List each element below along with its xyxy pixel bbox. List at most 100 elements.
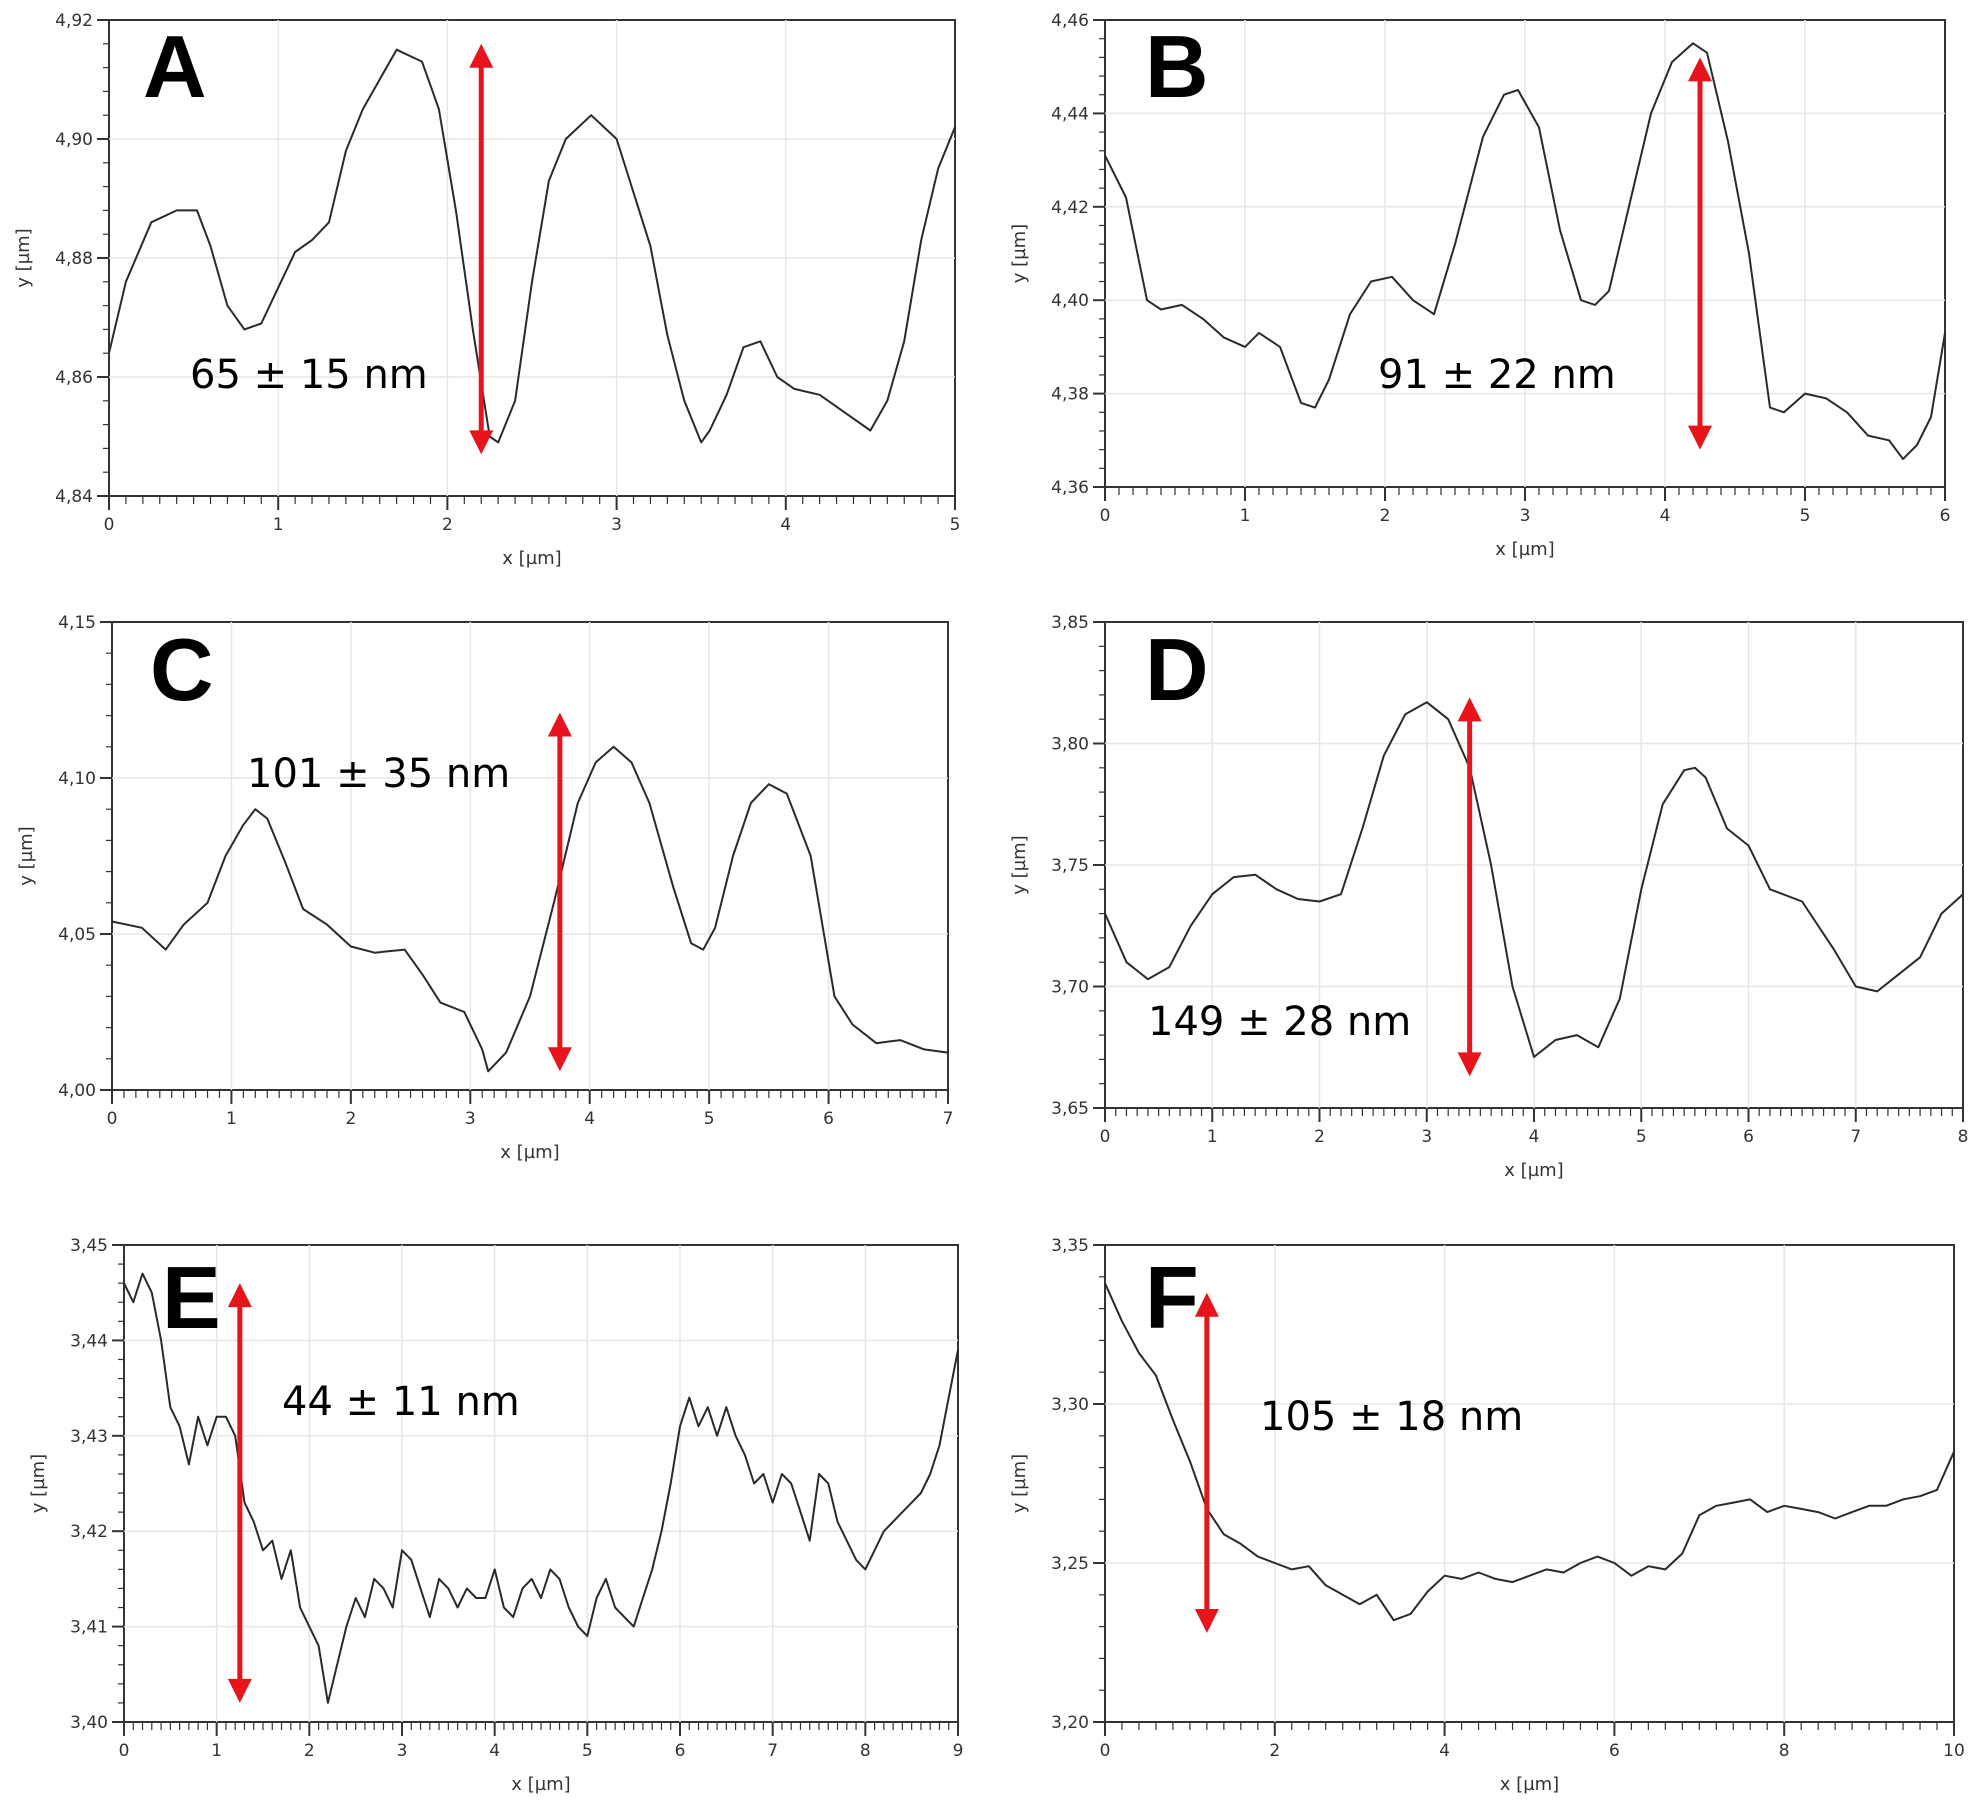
x-tick-label: 8 [1958,1127,1969,1147]
y-tick-label: 4,42 [1051,198,1089,218]
arrow-head-down [1194,1608,1219,1633]
x-tick-label: 7 [767,1741,778,1761]
x-tick-label: 8 [860,1741,871,1761]
arrow-head-up [1688,57,1712,82]
x-axis-label: x [µm] [511,1774,570,1795]
x-tick-label: 1 [273,515,284,535]
y-axis-label: y [µm] [1009,835,1030,894]
plot-area [1104,1244,1955,1723]
panel-e: 0 1 2 3 4 5 6 7 8 9 3,40 3,41 3,42 3,43 3,44 3,45 x [µm]… [28,1236,963,1795]
y-tick-label: 3,70 [1051,978,1089,998]
y-tick-label: 4,86 [55,368,93,388]
x-tick-label: 6 [823,1109,834,1129]
arrow-head-up [227,1283,252,1308]
y-axis-label: y [µm] [28,1454,49,1513]
panel-letter: A [143,17,207,116]
x-tick-label: 8 [1779,1741,1790,1761]
x-tick-label: 2 [1269,1741,1280,1761]
arrow-head-up [469,43,494,68]
arrow-head-down [547,1047,572,1072]
panel-letter: E [162,1248,221,1347]
x-tick-label: 1 [1240,506,1251,526]
y-tick-label: 3,85 [1051,613,1089,633]
x-tick-label: 1 [226,1109,237,1129]
arrow-head-up [1194,1292,1219,1317]
y-tick-label: 3,30 [1051,1395,1089,1415]
x-tick-label: 0 [119,1741,130,1761]
x-tick-label: 2 [345,1109,356,1129]
panel-f: 0 2 4 6 8 10 3,20 3,25 3,30 3,35 x [µm] y [µm] 105 ±… [1009,1236,1965,1795]
y-tick-label: 4,00 [58,1081,96,1101]
panel-d: 0 1 2 3 4 5 6 7 8 3,65 3,70 3,75 3,80 3,85 x [µm] y [µm… [1009,613,1968,1181]
x-tick-label: 4 [1660,506,1671,526]
x-axis-label: x [µm] [1500,1774,1559,1795]
y-tick-label: 3,65 [1051,1099,1089,1119]
y-tick-label: 4,88 [55,249,93,269]
x-tick-label: 5 [582,1741,593,1761]
x-tick-label: 3 [397,1741,408,1761]
y-tick-label: 3,45 [70,1236,108,1256]
panel-letter: C [150,620,214,719]
x-tick-label: 2 [1314,1127,1325,1147]
y-tick-label: 4,10 [58,769,96,789]
x-tick-label: 3 [1520,506,1531,526]
y-tick-label: 4,36 [1051,478,1089,498]
y-tick-label: 4,15 [58,613,96,633]
x-tick-label: 4 [780,515,791,535]
panel-b: 0 1 2 3 4 5 6 4,36 4,38 4,40 4,42 4,44 4,46 x [µm] y [… [1009,11,1950,560]
y-tick-label: 3,20 [1051,1713,1089,1733]
x-axis-label: x [µm] [1495,539,1554,560]
plot-area [123,1244,959,1723]
x-tick-label: 6 [1940,506,1951,526]
panel-letter: F [1145,1248,1199,1347]
arrow-head-up [1457,697,1482,722]
y-axis-label: y [µm] [1009,224,1030,283]
height-arrow [1688,57,1712,450]
x-tick-label: 5 [1636,1127,1647,1147]
height-profile-line [123,1272,959,1704]
height-arrow [1457,697,1482,1077]
y-tick-label: 3,41 [70,1618,108,1638]
x-tick-label: 3 [465,1109,476,1129]
y-tick-label: 3,42 [70,1522,108,1542]
y-tick-label: 3,75 [1051,856,1089,876]
x-tick-label: 3 [611,515,622,535]
y-tick-label: 4,40 [1051,291,1089,311]
height-profile-line [1104,42,1946,460]
x-axis-label: x [µm] [502,548,561,569]
x-tick-label: 4 [489,1741,500,1761]
x-tick-label: 2 [442,515,453,535]
x-tick-label: 5 [704,1109,715,1129]
y-tick-label: 4,90 [55,130,93,150]
arrow-head-down [1457,1052,1482,1077]
x-tick-label: 9 [953,1741,964,1761]
x-tick-label: 4 [1529,1127,1540,1147]
y-tick-label: 4,92 [55,11,93,31]
height-annotation: 101 ± 35 nm [247,751,510,797]
height-profile-line [108,48,956,444]
x-tick-label: 0 [1100,1127,1111,1147]
arrow-head-down [1688,425,1712,450]
x-tick-label: 1 [1207,1127,1218,1147]
x-tick-label: 6 [1743,1127,1754,1147]
panel-a: 0 1 2 3 4 5 4,84 4,86 4,88 4,90 4,92 x [µm] y [µm] 65… [13,11,960,569]
height-arrow [227,1283,252,1703]
x-tick-label: 1 [211,1741,222,1761]
height-profile-line [111,745,949,1073]
arrow-head-down [469,430,494,455]
height-arrow [469,43,494,455]
x-tick-label: 7 [1850,1127,1861,1147]
x-axis-label: x [µm] [500,1142,559,1163]
y-axis-label: y [µm] [16,826,37,885]
height-arrow [1194,1292,1219,1633]
y-axis-label: y [µm] [1009,1454,1030,1513]
x-tick-label: 5 [1800,506,1811,526]
x-tick-label: 10 [1943,1741,1965,1761]
y-tick-label: 4,05 [58,925,96,945]
panel-letter: B [1145,17,1209,116]
x-tick-label: 0 [1100,506,1111,526]
panel-letter: D [1145,620,1209,719]
x-tick-label: 4 [584,1109,595,1129]
x-tick-label: 3 [1421,1127,1432,1147]
